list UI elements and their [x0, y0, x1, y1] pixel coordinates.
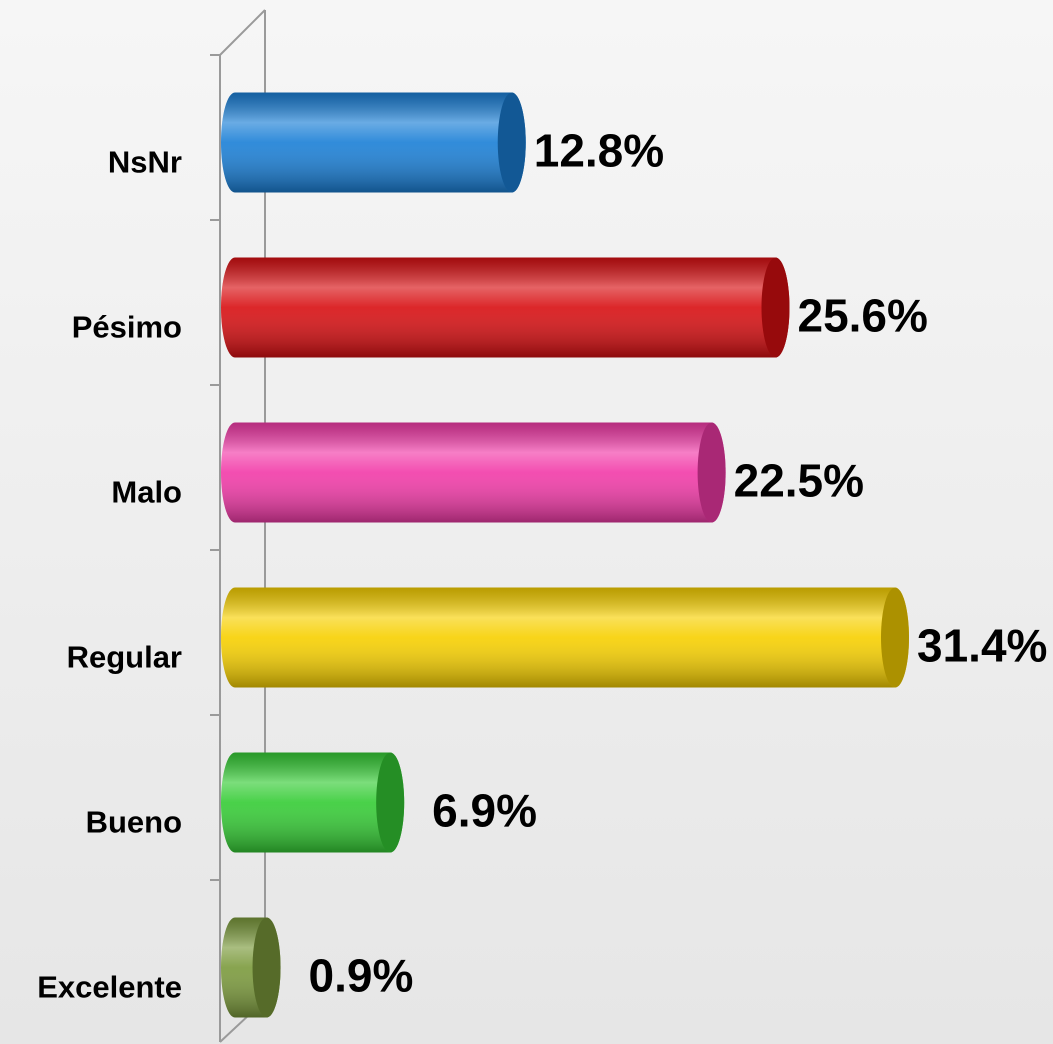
- value-label: 22.5%: [734, 455, 864, 507]
- bar: [221, 92, 526, 193]
- value-label: 12.8%: [534, 125, 664, 177]
- value-label: 25.6%: [797, 290, 927, 342]
- value-label: 31.4%: [917, 620, 1047, 672]
- category-label: Excelente: [37, 970, 182, 1005]
- category-label: Bueno: [86, 805, 182, 840]
- category-label: NsNr: [108, 145, 182, 180]
- category-label: Regular: [67, 640, 182, 675]
- bar: [221, 917, 281, 1018]
- category-label: Malo: [111, 475, 182, 510]
- value-label: 6.9%: [432, 785, 537, 837]
- bar: [221, 752, 405, 853]
- category-label: Pésimo: [72, 310, 182, 345]
- bar: [221, 587, 910, 688]
- bar: [221, 257, 790, 358]
- bar: [221, 422, 726, 523]
- value-label: 0.9%: [309, 950, 414, 1002]
